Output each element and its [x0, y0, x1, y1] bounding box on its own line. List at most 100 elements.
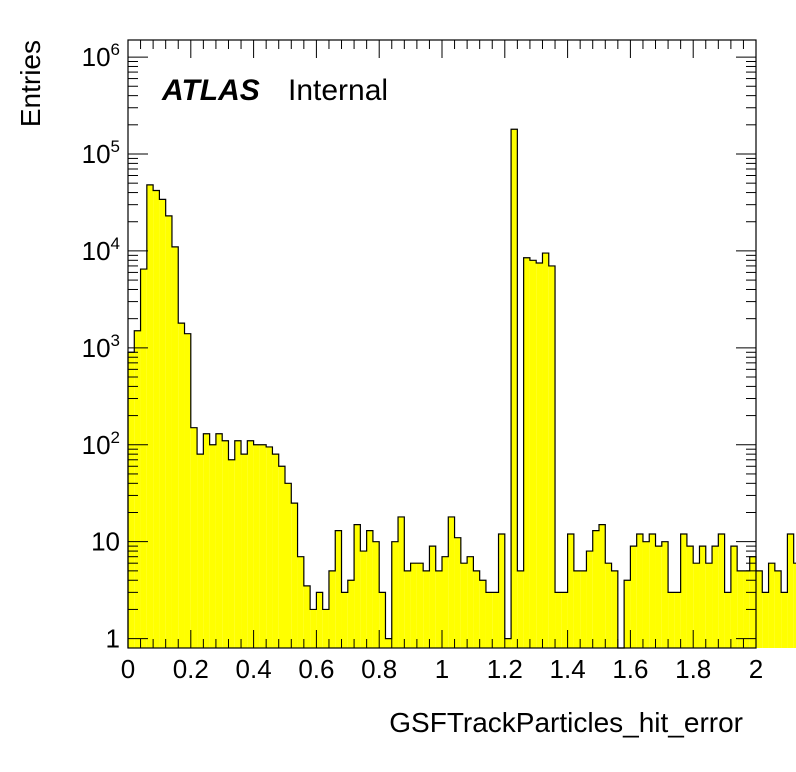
histogram-bar — [580, 570, 587, 648]
histogram-bar — [215, 433, 223, 648]
histogram-bar — [511, 129, 518, 649]
histogram-bar — [410, 563, 417, 648]
histogram-bar — [712, 546, 719, 648]
x-tick-label: 0.8 — [361, 654, 397, 684]
internal-label: Internal — [288, 74, 388, 107]
histogram-bar — [335, 530, 342, 648]
histogram-bar — [730, 546, 738, 648]
histogram-bar — [749, 556, 756, 648]
y-tick-label: 1 — [106, 624, 120, 654]
histogram-bar — [197, 454, 204, 648]
histogram-bar — [190, 427, 198, 648]
histogram-bar — [391, 541, 399, 648]
histogram-bar — [504, 638, 512, 648]
x-tick-label: 0.2 — [173, 654, 209, 684]
histogram-bar — [429, 546, 436, 648]
histogram-bar — [128, 352, 135, 648]
histogram-bar — [228, 459, 235, 648]
histogram-bar — [448, 516, 455, 648]
histogram-bar — [781, 592, 788, 648]
histogram-bar — [404, 570, 411, 648]
histogram-bar — [724, 592, 731, 648]
histogram-bar — [523, 257, 530, 648]
atlas-label: ATLAS — [161, 74, 260, 107]
histogram-outline — [127, 128, 796, 649]
x-tick-labels: 0 0.2 0.4 0.6 0.8 1 1.2 1.4 1.6 1.8 2 — [121, 654, 763, 684]
histogram-bar — [674, 592, 681, 648]
histogram-bar — [756, 570, 763, 648]
histogram-bar — [372, 541, 380, 648]
histogram-bar — [398, 516, 405, 648]
histogram-bar — [599, 524, 606, 648]
histogram-bar — [140, 269, 147, 648]
histogram-bar — [303, 585, 311, 648]
histogram-bar — [241, 454, 248, 648]
histogram-bar — [385, 638, 392, 648]
histogram-bar — [247, 440, 254, 648]
histogram-bar — [322, 609, 329, 648]
x-tick-label: 1.2 — [487, 654, 523, 684]
histogram-bar — [555, 592, 562, 648]
histogram-bar — [435, 570, 442, 648]
histogram-bar — [668, 592, 675, 648]
histogram-bar — [787, 534, 794, 648]
x-tick-label: 0 — [121, 654, 135, 684]
x-tick-label: 1 — [435, 654, 449, 684]
histogram-bar — [209, 444, 216, 648]
histogram-bar — [291, 503, 298, 648]
histogram-bar — [542, 253, 549, 648]
x-tick-label: 1.6 — [612, 654, 648, 684]
histogram-bar — [153, 190, 160, 648]
histogram-bar — [548, 265, 556, 648]
histogram-bar — [259, 444, 267, 648]
histogram-bar — [460, 563, 468, 648]
histogram-bar — [762, 592, 769, 648]
histogram-bar — [253, 444, 260, 648]
histogram-bar — [573, 570, 581, 648]
histogram-bar — [354, 524, 361, 648]
axis-ticks — [127, 40, 757, 648]
histogram-bar — [203, 433, 210, 648]
histogram-bar — [642, 541, 650, 648]
x-tick-label: 2 — [749, 654, 763, 684]
histogram-bar — [423, 570, 430, 648]
histogram-bar — [686, 546, 694, 648]
histogram-bar — [178, 323, 185, 648]
x-tick-label: 1.8 — [675, 654, 711, 684]
histogram-bar — [693, 563, 700, 648]
histogram-bar — [680, 534, 687, 648]
histogram-bar — [529, 260, 537, 648]
histogram-bar — [416, 563, 424, 648]
y-tick-label: 102 — [82, 428, 120, 460]
histogram-bar — [266, 446, 273, 648]
y-tick-label: 10 — [91, 527, 120, 557]
histogram-bar — [310, 609, 317, 648]
histogram-bars — [127, 128, 796, 649]
histogram-bar — [165, 215, 172, 648]
x-tick-label: 1.4 — [550, 654, 586, 684]
histogram-bar — [467, 556, 474, 648]
histogram-bar — [561, 592, 568, 648]
histogram-bar — [379, 592, 386, 648]
histogram-bar — [793, 563, 796, 648]
histogram-bar — [278, 466, 285, 648]
histogram-bar — [492, 592, 499, 648]
histogram-bar — [768, 563, 775, 648]
histogram-bar — [285, 483, 292, 648]
x-tick-label: 0.6 — [298, 654, 334, 684]
x-tick-label: 0.4 — [236, 654, 272, 684]
histogram-bar — [272, 454, 279, 648]
y-tick-label: 104 — [82, 234, 120, 266]
histogram-bar — [636, 534, 643, 648]
histogram-bar — [328, 570, 336, 648]
histogram-bar — [159, 199, 166, 649]
histogram-bar — [611, 570, 618, 648]
y-axis-title: Entries — [15, 40, 46, 127]
histogram-bar — [454, 537, 461, 648]
histogram-bar — [347, 580, 355, 648]
y-tick-label: 106 — [82, 40, 120, 72]
histogram-bar — [297, 556, 304, 648]
histogram-bar — [366, 530, 373, 648]
histogram-bar — [184, 333, 191, 648]
histogram-bar — [360, 551, 367, 648]
